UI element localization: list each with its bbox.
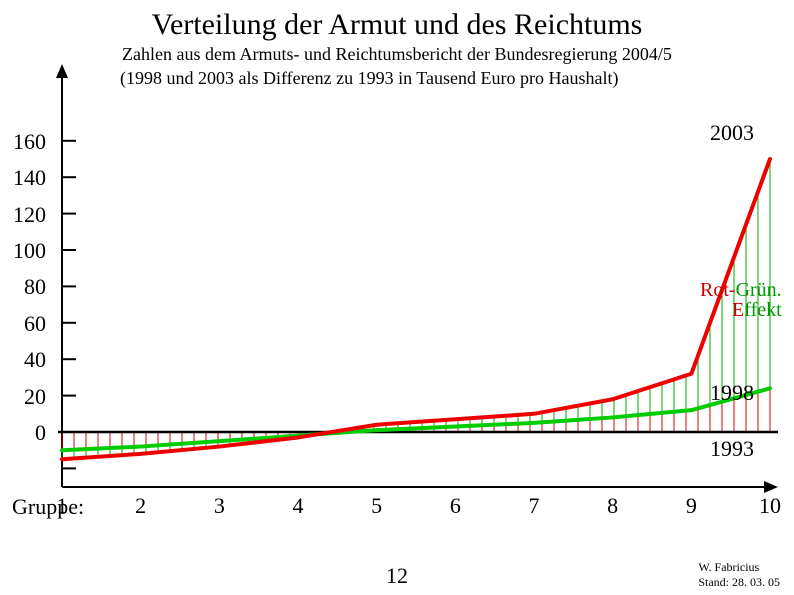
y-tick-label: 40 bbox=[6, 347, 46, 373]
y-tick-label: 140 bbox=[6, 165, 46, 191]
credit-date: Stand: 28. 03. 05 bbox=[698, 575, 780, 589]
y-tick-label: 100 bbox=[6, 238, 46, 264]
chart-area: (1998 und 2003 als Differenz zu 1993 in … bbox=[0, 62, 794, 542]
x-tick-label: 10 bbox=[759, 493, 781, 519]
x-axis-title: Gruppe: bbox=[12, 494, 84, 520]
series-label-2003: 2003 bbox=[710, 120, 754, 146]
x-tick-label: 2 bbox=[135, 493, 146, 519]
x-tick-label: 8 bbox=[607, 493, 618, 519]
x-tick-label: 9 bbox=[686, 493, 697, 519]
x-tick-label: 5 bbox=[371, 493, 382, 519]
chart-title: Verteilung der Armut und des Reichtums bbox=[0, 0, 794, 42]
page-number: 12 bbox=[386, 563, 408, 589]
y-tick-label: 60 bbox=[6, 311, 46, 337]
y-tick-label: 0 bbox=[6, 420, 46, 446]
credit: W. Fabricius Stand: 28. 03. 05 bbox=[698, 560, 780, 589]
x-tick-label: 6 bbox=[450, 493, 461, 519]
y-tick-label: 80 bbox=[6, 274, 46, 300]
credit-author: W. Fabricius bbox=[698, 560, 759, 574]
series-label-1998: 1998 bbox=[710, 380, 754, 406]
x-tick-label: 7 bbox=[529, 493, 540, 519]
effect-label: Rot-Grün. Effekt bbox=[700, 280, 782, 320]
chart-note: (1998 und 2003 als Differenz zu 1993 in … bbox=[120, 68, 618, 89]
y-tick-label: 20 bbox=[6, 384, 46, 410]
y-tick-label: 120 bbox=[6, 202, 46, 228]
chart-svg bbox=[0, 62, 794, 542]
series-label-1993: 1993 bbox=[710, 436, 754, 462]
x-tick-label: 4 bbox=[293, 493, 304, 519]
y-tick-label: 160 bbox=[6, 129, 46, 155]
x-tick-label: 3 bbox=[214, 493, 225, 519]
